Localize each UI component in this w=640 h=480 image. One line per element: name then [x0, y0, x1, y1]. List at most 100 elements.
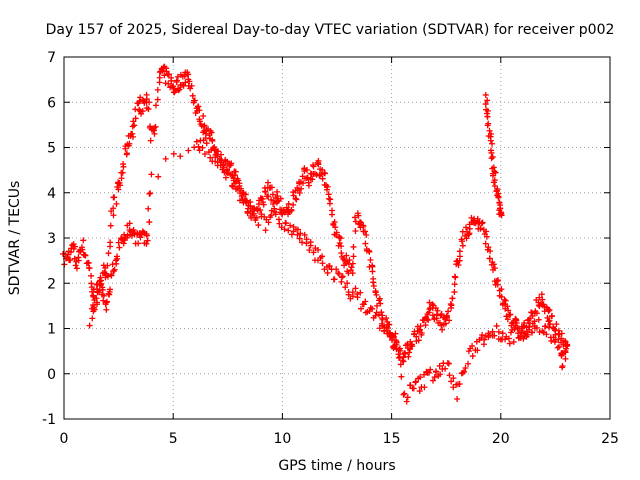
data-point — [110, 205, 117, 212]
data-point — [413, 333, 420, 340]
data-point — [115, 239, 122, 246]
data-point — [431, 374, 438, 381]
data-point — [528, 309, 535, 316]
data-point — [465, 231, 472, 238]
data-point — [461, 368, 468, 375]
data-point — [265, 219, 272, 226]
data-point — [535, 316, 542, 323]
data-point — [121, 231, 128, 238]
data-point — [265, 179, 272, 186]
data-point — [329, 211, 336, 218]
y-axis-label: SDTVAR / TECUs — [7, 181, 23, 296]
data-point — [486, 127, 493, 134]
data-point — [294, 184, 301, 191]
data-point — [258, 211, 265, 218]
data-point — [497, 209, 504, 216]
data-point — [436, 362, 443, 369]
data-point — [319, 166, 326, 173]
data-point — [417, 374, 424, 381]
data-point — [400, 391, 407, 398]
data-point — [123, 150, 130, 157]
data-point — [189, 92, 196, 99]
data-point — [524, 331, 531, 338]
data-point — [451, 289, 458, 296]
data-point — [195, 143, 202, 150]
data-point — [203, 140, 210, 147]
data-point — [449, 295, 456, 302]
data-point — [412, 378, 419, 385]
data-point — [405, 353, 412, 360]
data-point — [349, 260, 356, 267]
data-point — [400, 358, 407, 365]
data-point — [397, 347, 404, 354]
data-point — [103, 306, 110, 313]
data-point — [222, 174, 229, 181]
data-point — [407, 382, 414, 389]
data-point — [350, 253, 357, 260]
data-point — [438, 311, 445, 318]
data-point — [482, 101, 489, 108]
x-tick-label: 10 — [273, 431, 291, 447]
x-tick-label: 0 — [60, 431, 69, 447]
data-point — [166, 71, 173, 78]
data-point — [115, 186, 122, 193]
data-point — [487, 133, 494, 140]
data-point — [200, 137, 207, 144]
data-point — [496, 199, 503, 206]
data-point — [403, 398, 410, 405]
data-point — [107, 239, 114, 246]
data-point — [310, 163, 317, 170]
data-point — [170, 83, 177, 90]
data-point — [182, 79, 189, 86]
data-point — [553, 321, 560, 328]
data-point — [417, 323, 424, 330]
data-point — [442, 365, 449, 372]
data-point — [151, 127, 158, 134]
data-point — [228, 160, 235, 167]
data-point — [193, 138, 200, 145]
x-tick-label: 15 — [383, 431, 401, 447]
data-point — [427, 366, 434, 373]
data-point — [319, 175, 326, 182]
data-point — [156, 74, 163, 81]
data-point — [262, 188, 269, 195]
y-tick-label: 6 — [47, 95, 56, 111]
data-point — [436, 319, 443, 326]
data-points — [60, 63, 571, 405]
data-point — [402, 350, 409, 357]
data-point — [309, 176, 316, 183]
data-point — [301, 166, 308, 173]
data-point — [373, 291, 380, 298]
data-point — [154, 86, 161, 93]
data-point — [562, 355, 569, 362]
data-point — [315, 246, 322, 253]
data-point — [88, 272, 95, 279]
data-point — [108, 272, 115, 279]
data-point — [310, 249, 317, 256]
data-point — [227, 171, 234, 178]
data-point — [196, 118, 203, 125]
data-point — [105, 250, 112, 257]
chart-title: Day 157 of 2025, Sidereal Day-to-day VTE… — [46, 22, 615, 38]
data-point — [145, 205, 152, 212]
data-point — [305, 179, 312, 186]
data-point — [317, 171, 324, 178]
data-point — [416, 388, 423, 395]
data-point — [336, 270, 343, 277]
data-point — [255, 222, 262, 229]
data-point — [272, 211, 279, 218]
data-point — [456, 248, 463, 255]
data-point — [297, 230, 304, 237]
data-point — [131, 122, 138, 129]
data-point — [533, 310, 540, 317]
data-point — [86, 265, 93, 272]
data-point — [360, 301, 367, 308]
data-point — [333, 266, 340, 273]
data-point — [285, 227, 292, 234]
data-point — [556, 343, 563, 350]
data-point — [426, 369, 433, 376]
data-point — [262, 227, 269, 234]
data-point — [188, 82, 195, 89]
data-point — [333, 231, 340, 238]
data-point — [489, 328, 496, 335]
